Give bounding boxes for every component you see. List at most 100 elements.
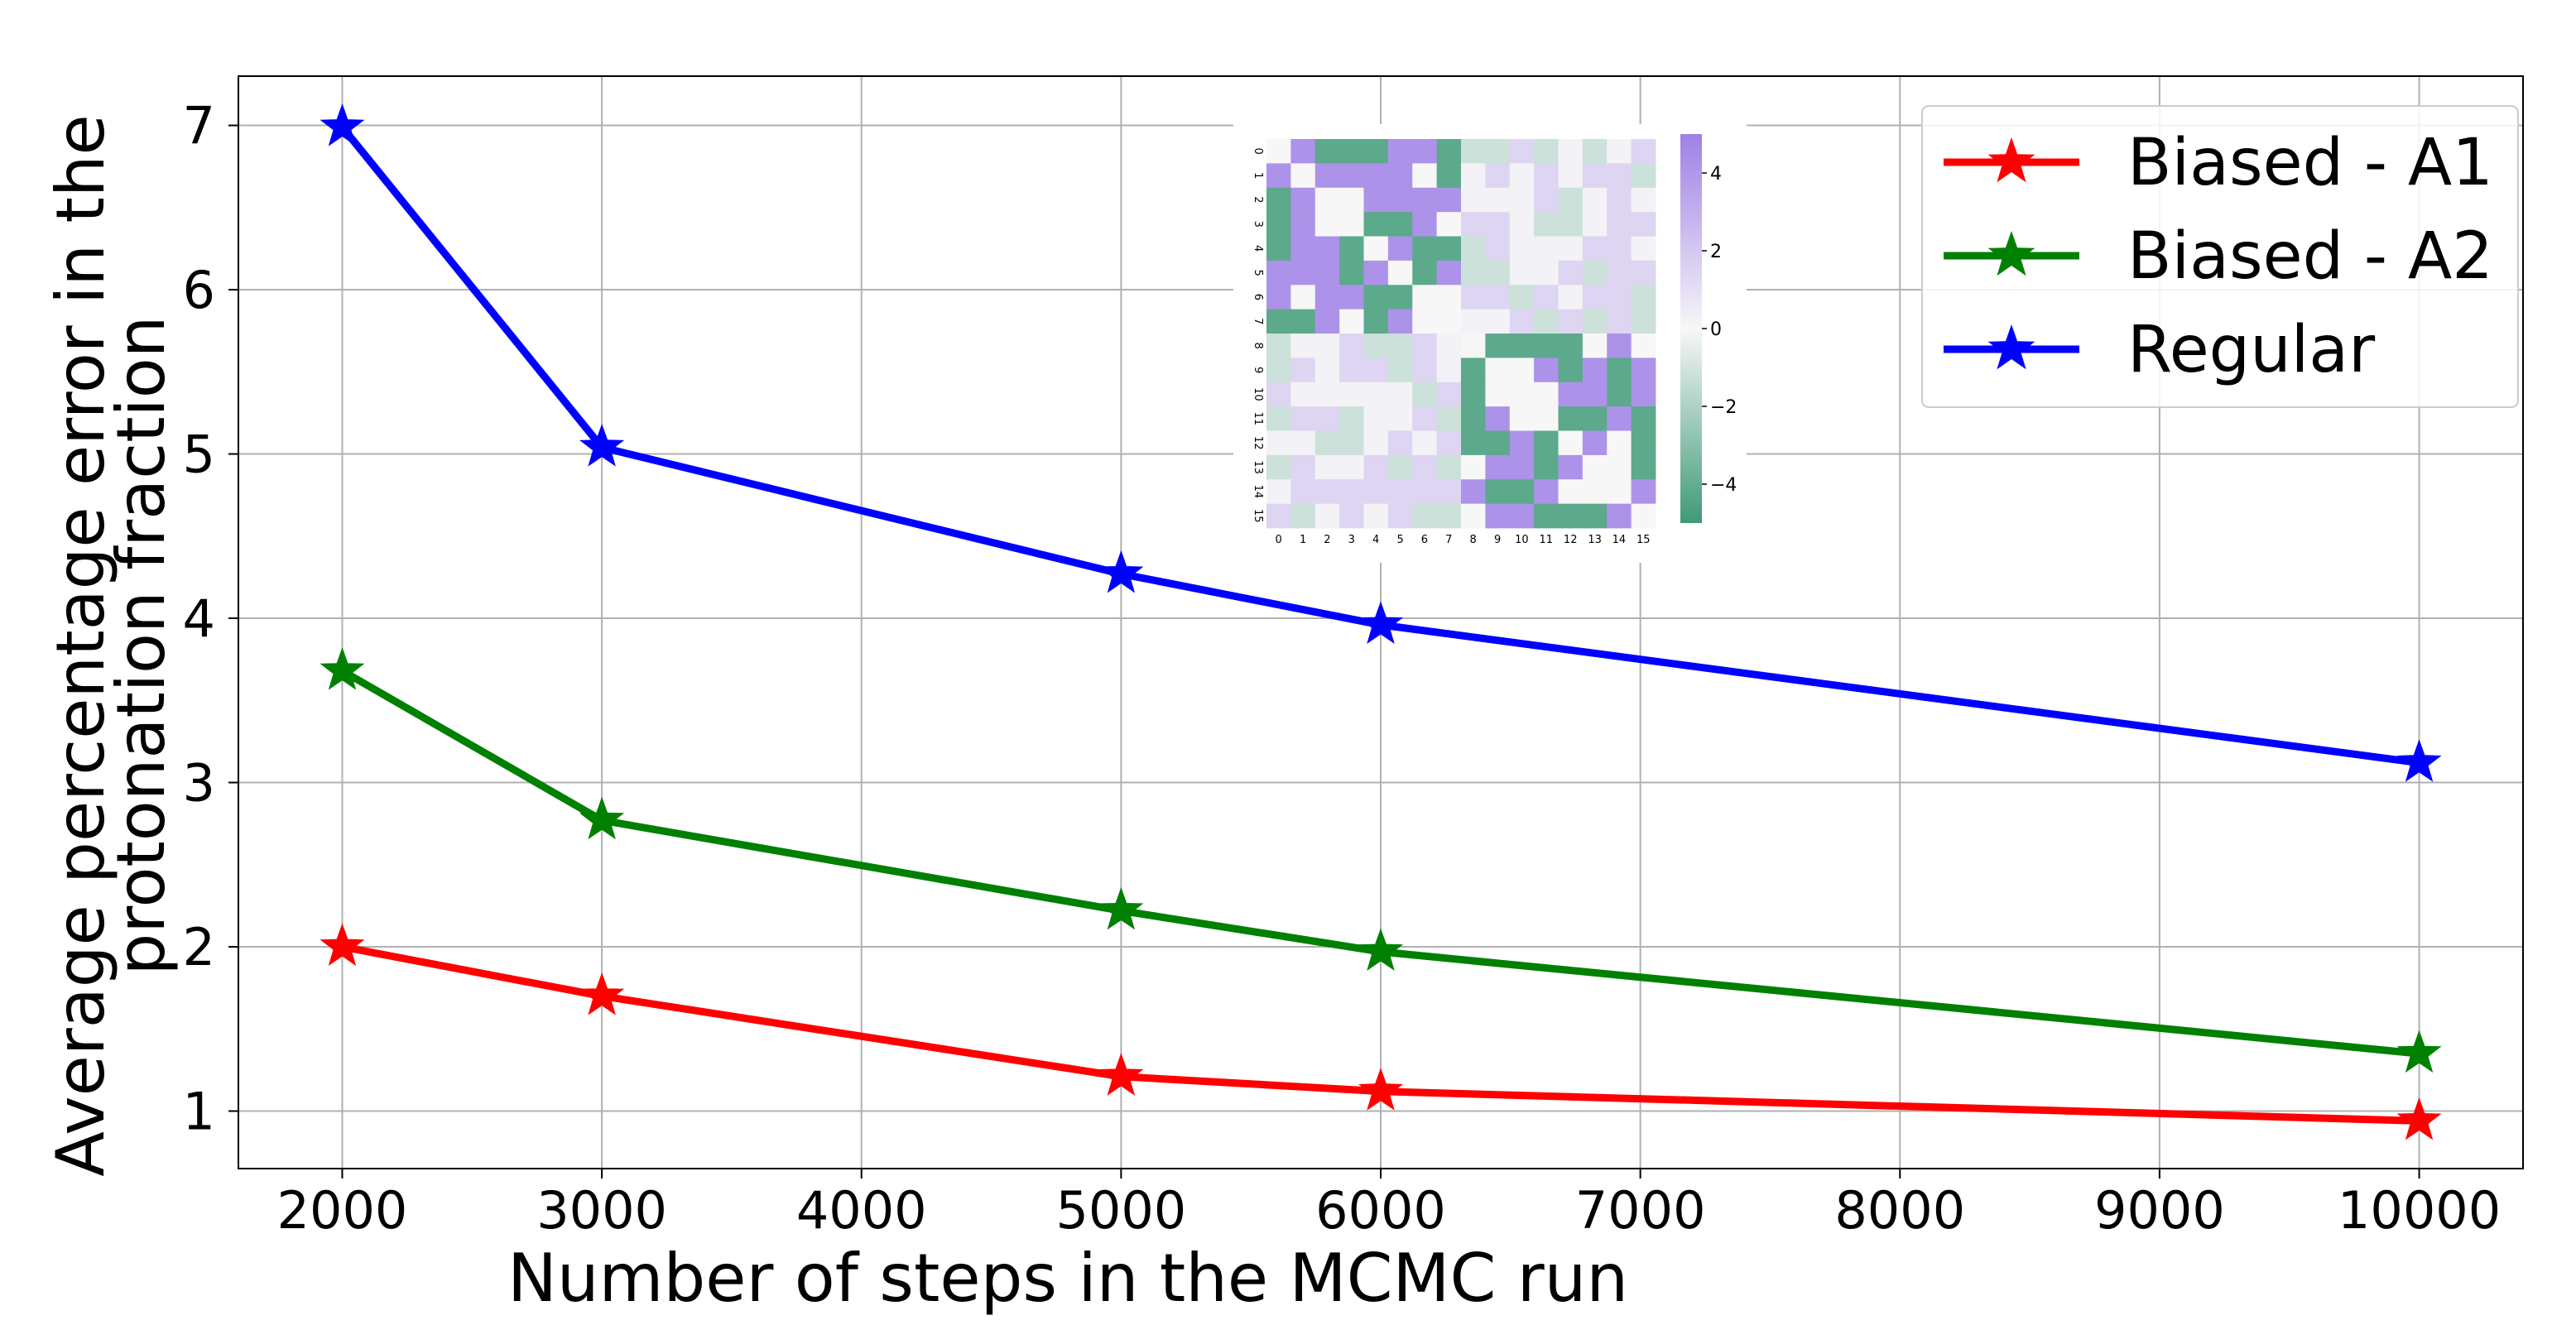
heatmap-cell — [1509, 358, 1535, 383]
heatmap-cell — [1631, 285, 1656, 310]
heatmap-cell — [1534, 454, 1559, 480]
heatmap-cell — [1582, 309, 1608, 334]
heatmap-cell — [1314, 212, 1340, 237]
heatmap-cell — [1436, 139, 1462, 164]
heatmap-cell — [1582, 285, 1608, 310]
heatmap-cell — [1339, 260, 1364, 286]
heatmap-cell — [1558, 406, 1584, 431]
heatmap-cell — [1363, 236, 1389, 262]
heatmap-cell — [1266, 454, 1291, 480]
heatmap-cell — [1461, 212, 1486, 237]
heatmap-cell — [1339, 406, 1364, 431]
heatmap-cell — [1631, 260, 1656, 286]
heatmap-cell — [1558, 334, 1584, 358]
heatmap-cell — [1607, 163, 1632, 189]
heatmap-cell — [1485, 454, 1511, 480]
heatmap-cell — [1363, 139, 1389, 164]
heatmap-col-label: 3 — [1348, 534, 1355, 546]
data-point-regular — [579, 424, 625, 467]
heatmap-cell — [1461, 187, 1486, 213]
heatmap-row-label: 9 — [1252, 367, 1264, 373]
colorbar-tick-label: −2 — [1710, 397, 1737, 418]
heatmap-cell — [1412, 260, 1438, 286]
y-tick-label: 4 — [183, 588, 215, 649]
heatmap-cell — [1461, 309, 1486, 334]
heatmap-cell — [1534, 358, 1559, 383]
heatmap-cell — [1558, 358, 1584, 383]
heatmap-cell — [1607, 406, 1632, 431]
heatmap-cell — [1631, 503, 1656, 529]
heatmap-cell — [1534, 285, 1559, 310]
y-axis-title-line-1: Average percentage error in the — [42, 114, 119, 1177]
heatmap-cell — [1607, 139, 1632, 164]
heatmap-cell — [1534, 382, 1559, 407]
heatmap-cell — [1509, 382, 1535, 407]
heatmap-cell — [1387, 479, 1413, 505]
heatmap-cell — [1461, 334, 1486, 358]
heatmap-cell — [1582, 382, 1608, 407]
heatmap-cell — [1314, 430, 1340, 456]
heatmap-col-label: 14 — [1612, 534, 1627, 546]
heatmap-cell — [1485, 285, 1511, 310]
y-tick-label: 7 — [183, 96, 215, 156]
heatmap-cell — [1266, 309, 1291, 334]
heatmap-col-label: 2 — [1324, 534, 1330, 546]
heatmap-cell — [1387, 285, 1413, 310]
heatmap-cell — [1339, 309, 1364, 334]
heatmap-cell — [1387, 430, 1413, 456]
heatmap-col-label: 12 — [1564, 534, 1578, 546]
heatmap-cell — [1290, 406, 1316, 431]
heatmap-cell — [1558, 454, 1584, 480]
data-point-regular — [320, 103, 365, 146]
heatmap-cell — [1509, 187, 1535, 213]
heatmap-col-label: 5 — [1396, 534, 1403, 546]
heatmap-cell — [1436, 260, 1462, 286]
data-point-regular — [1098, 550, 1144, 593]
heatmap-cell — [1266, 285, 1291, 310]
heatmap-cell — [1485, 334, 1511, 358]
heatmap-cell — [1266, 382, 1291, 407]
heatmap-row-label: 5 — [1252, 269, 1264, 276]
heatmap-cell — [1485, 187, 1511, 213]
y-axis: 1 2 3 4 5 6 7 — [183, 96, 238, 1142]
heatmap-cell — [1461, 285, 1486, 310]
heatmap-cell — [1339, 236, 1364, 262]
heatmap-col-label: 7 — [1445, 534, 1452, 546]
heatmap-cell — [1363, 479, 1389, 505]
heatmap-cell — [1290, 236, 1316, 262]
heatmap-row-label: 8 — [1252, 343, 1264, 349]
heatmap-cell — [1314, 236, 1340, 262]
heatmap-cell — [1266, 139, 1291, 164]
heatmap-cell — [1509, 139, 1535, 164]
heatmap-cell — [1461, 430, 1486, 456]
heatmap-cell — [1558, 382, 1584, 407]
heatmap-cell — [1339, 358, 1364, 383]
legend-label-biased-a2: Biased - A2 — [2127, 219, 2493, 294]
heatmap-cell — [1339, 382, 1364, 407]
heatmap-cell — [1266, 260, 1291, 286]
heatmap-cell — [1582, 479, 1608, 505]
heatmap-cell — [1631, 187, 1656, 213]
heatmap-cell — [1607, 334, 1632, 358]
heatmap-cell — [1558, 260, 1584, 286]
legend: Biased - A1 Biased - A2 Regular — [1921, 105, 2519, 408]
heatmap-cell — [1387, 454, 1413, 480]
colorbar — [1680, 134, 1702, 523]
heatmap-cell — [1314, 334, 1340, 358]
heatmap-cell — [1558, 139, 1584, 164]
heatmap-cell — [1461, 382, 1486, 407]
heatmap-cell — [1582, 212, 1608, 237]
heatmap-cell — [1534, 479, 1559, 505]
heatmap-cell — [1290, 163, 1316, 189]
heatmap-cell — [1607, 503, 1632, 529]
legend-label-biased-a1: Biased - A1 — [2127, 126, 2493, 200]
heatmap-cell — [1290, 382, 1316, 407]
heatmap-cell — [1339, 212, 1364, 237]
heatmap-cell — [1363, 430, 1389, 456]
heatmap-cell — [1607, 236, 1632, 262]
heatmap-cell — [1558, 187, 1584, 213]
heatmap-cell — [1412, 454, 1438, 480]
heatmap-cell — [1607, 260, 1632, 286]
heatmap-cell — [1461, 139, 1486, 164]
